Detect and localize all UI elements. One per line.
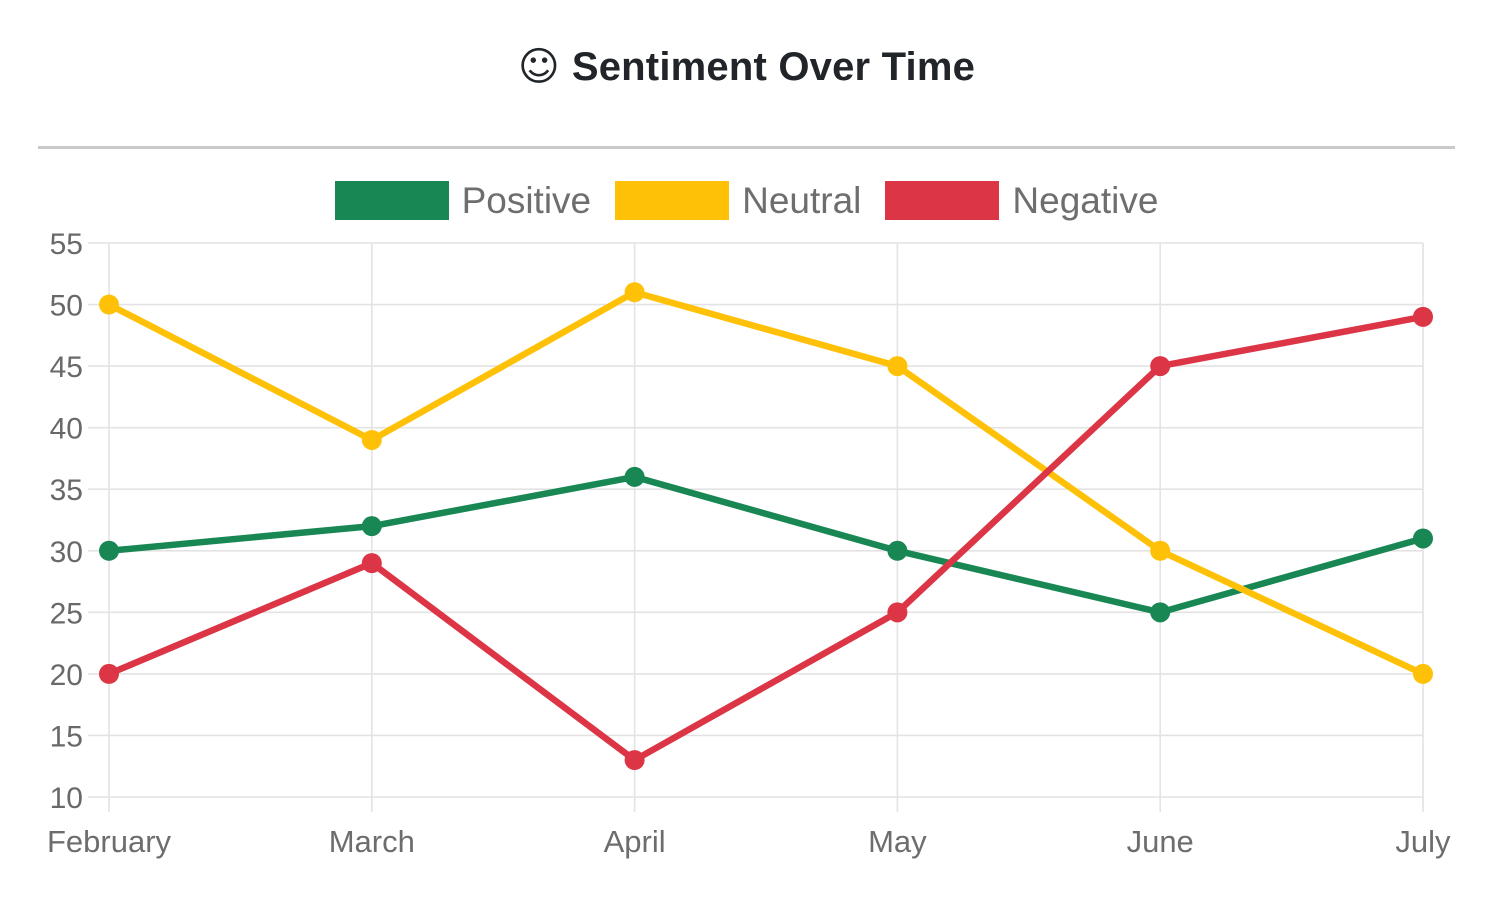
x-tick-label-july: July — [1395, 824, 1451, 859]
legend-label-positive: Positive — [461, 180, 592, 221]
point-negative-june — [1150, 356, 1171, 377]
legend-label-neutral: Neutral — [742, 180, 862, 221]
smiley-icon: ☺ — [517, 44, 560, 90]
point-neutral-july — [1413, 663, 1433, 684]
point-negative-march — [361, 553, 382, 574]
line-negative — [105, 313, 1427, 764]
chart-title: ☺ Sentiment Over Time — [0, 44, 1493, 90]
legend-swatch-positive — [334, 181, 449, 220]
legend-label-negative: Negative — [1012, 180, 1159, 221]
point-positive-april — [624, 466, 645, 487]
y-tick-label-30: 30 — [50, 536, 83, 569]
y-tick-label-55: 55 — [50, 228, 83, 261]
point-positive-february — [99, 540, 119, 561]
legend-item-positive: Positive — [334, 180, 592, 221]
y-tick-label-15: 15 — [50, 720, 83, 753]
line-neutral — [105, 288, 1427, 678]
x-tick-label-june: June — [1127, 824, 1194, 859]
chart-title-text: Sentiment Over Time — [571, 45, 976, 89]
point-negative-april — [624, 750, 645, 771]
point-negative-july — [1413, 306, 1433, 327]
x-tick-label-may: May — [868, 824, 927, 859]
point-neutral-april — [624, 282, 645, 303]
point-positive-june — [1150, 602, 1171, 623]
point-negative-february — [99, 663, 119, 684]
x-tick-label-march: March — [329, 824, 415, 859]
point-neutral-june — [1150, 540, 1171, 561]
point-positive-march — [361, 516, 382, 537]
title-divider — [38, 146, 1455, 149]
y-tick-label-10: 10 — [50, 782, 83, 815]
y-tick-label-35: 35 — [50, 474, 83, 507]
point-positive-july — [1413, 528, 1433, 549]
y-tick-label-50: 50 — [50, 290, 83, 323]
x-tick-label-april: April — [604, 824, 666, 859]
y-tick-label-45: 45 — [50, 351, 83, 384]
y-tick-label-20: 20 — [50, 659, 83, 692]
point-neutral-march — [361, 429, 382, 450]
point-negative-may — [887, 602, 908, 623]
legend-swatch-neutral — [615, 181, 730, 220]
legend-swatch-negative — [885, 181, 1000, 220]
point-neutral-may — [887, 356, 908, 377]
point-positive-may — [887, 540, 908, 561]
legend-item-negative: Negative — [885, 181, 1158, 220]
legend-item-neutral: Neutral — [615, 181, 861, 220]
y-tick-label-25: 25 — [50, 597, 83, 630]
point-neutral-february — [99, 294, 119, 315]
y-tick-label-40: 40 — [50, 413, 83, 446]
line-positive — [105, 473, 1427, 616]
x-tick-label-february: February — [47, 824, 172, 859]
chart-legend: Positive Neutral Negative — [0, 181, 1493, 220]
